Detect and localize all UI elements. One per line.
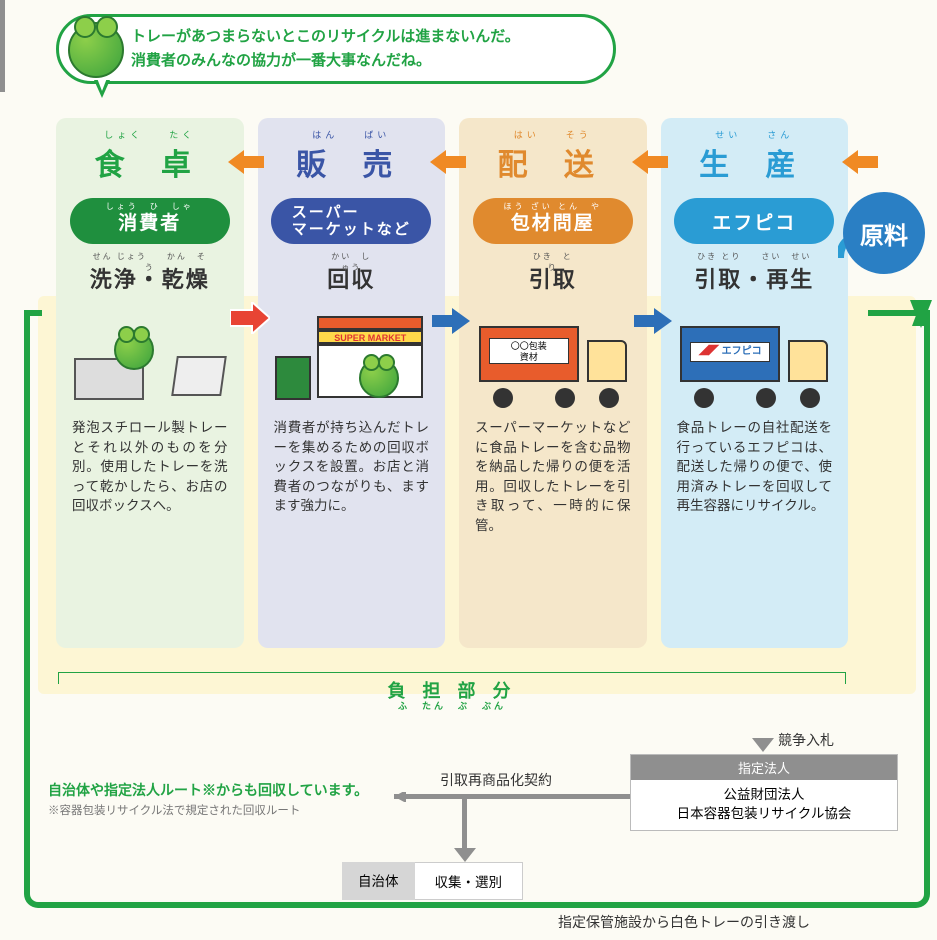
arrow-right-icon	[432, 308, 470, 334]
org-header: 指定法人	[631, 755, 897, 780]
step-label: ひき とり 引取	[529, 262, 577, 294]
col-sales: はん ばい 販 売 スーパー マーケットなど かい しゅう 回収 SUPER M…	[258, 118, 446, 648]
pill-ruby: しょう ひ しゃ	[106, 201, 194, 212]
stage-columns: しょく たく 食 卓 しょう ひ しゃ 消費者 せん じょう かん そう 洗浄・…	[56, 118, 848, 648]
arrow-right-red-icon	[230, 302, 270, 334]
arrow-left-icon	[632, 150, 668, 174]
bubble-tail	[94, 80, 110, 98]
title-text: 販 売	[296, 149, 406, 182]
illust-wash	[70, 310, 230, 406]
gray-connector	[394, 792, 630, 802]
arrow-left-icon	[430, 150, 466, 174]
title-text: 配 送	[498, 149, 608, 182]
step-label: せん じょう かん そう 洗浄・乾燥	[90, 262, 210, 294]
step-ruby: ひき とり さい せい	[694, 251, 814, 262]
bubble-text: トレーがあつまらないとこのリサイクルは進まないんだ。 消費者のみんなの協力が一番…	[131, 25, 520, 73]
col-title: しょく たく 食 卓	[95, 140, 205, 184]
step-text: 引取・再生	[694, 267, 814, 292]
bubble-line1: トレーがあつまらないとこのリサイクルは進まないんだ。	[131, 28, 520, 45]
frog-icon	[114, 330, 154, 370]
title-ruby: しょく たく	[95, 128, 205, 141]
circle-label: 原料	[860, 216, 908, 251]
gray-arrowhead-icon	[454, 848, 476, 862]
gray-connector	[0, 0, 5, 92]
note-line1: 自治体や指定法人ルート※からも回収しています。	[48, 780, 388, 800]
pill-text: エフピコ	[712, 208, 796, 235]
label-handover: 指定保管施設から白色トレーの引き渡し	[558, 912, 810, 932]
title-text: 生 産	[699, 149, 809, 182]
col-title: はん ばい 販 売	[296, 140, 406, 184]
green-loop-cap	[24, 310, 42, 316]
col-desc: 消費者が持ち込んだトレーを集めるための回収ボックスを設置。お店と消費者のつながり…	[266, 418, 438, 516]
pill-ruby: ほう ざい とん や	[504, 201, 602, 212]
frog-icon	[359, 358, 399, 398]
green-arrowhead-icon	[910, 300, 932, 328]
step-ruby: ひき とり	[529, 251, 577, 273]
bottom-note: 自治体や指定法人ルート※からも回収しています。 ※容器包装リサイクル法で規定され…	[48, 780, 388, 818]
note-line2: ※容器包装リサイクル法で規定された回収ルート	[48, 802, 388, 818]
illust-truck-blue: ◢◤ エフピコ	[674, 310, 834, 406]
org-line1: 公益財団法人	[724, 787, 805, 802]
pill-text: スーパー マーケットなど	[292, 204, 411, 239]
title-ruby: はん ばい	[296, 128, 406, 141]
actor-pill: スーパー マーケットなど	[271, 198, 431, 244]
truck-label: 〇〇包装	[511, 341, 547, 351]
gray-arrowhead-icon	[752, 738, 774, 752]
label-bid: 競争入札	[778, 730, 834, 750]
col-desc: 食品トレーの自社配送を行っているエフピコは、配送した帰りの便で、使用済みトレーを…	[669, 418, 841, 516]
raw-material-circle: 原料	[843, 192, 925, 274]
burden-ruby: ふ たん ぶ ぶん	[58, 699, 846, 712]
title-ruby: せい さん	[699, 128, 809, 141]
actor-pill: エフピコ	[674, 198, 834, 244]
col-dining: しょく たく 食 卓 しょう ひ しゃ 消費者 せん じょう かん そう 洗浄・…	[56, 118, 244, 648]
truck-label: エフピコ	[722, 346, 762, 357]
arrow-right-icon	[634, 308, 672, 334]
col-production: せい さん 生 産 エフピコ ひき とり さい せい 引取・再生 ◢◤ エフピコ…	[661, 118, 849, 648]
muni-box: 自治体 収集・選別	[342, 862, 523, 900]
frog-icon	[68, 22, 124, 78]
col-delivery: はい そう 配 送 ほう ざい とん や 包材問屋 ひき とり 引取 〇〇包装資…	[459, 118, 647, 648]
step-ruby: せん じょう かん そう	[90, 251, 210, 273]
title-ruby: はい そう	[498, 128, 608, 141]
muni-right: 収集・選別	[415, 862, 524, 900]
title-text: 食 卓	[95, 149, 205, 182]
step-label: かい しゅう 回収	[327, 262, 375, 294]
illust-truck-orange: 〇〇包装資材	[473, 310, 633, 406]
step-label: ひき とり さい せい 引取・再生	[694, 262, 814, 294]
muni-left: 自治体	[342, 862, 415, 900]
burden-bracket: 負 担 部 分 ふ たん ぶ ぶん	[58, 672, 846, 712]
arrow-left-icon	[228, 150, 264, 174]
gray-connector	[462, 796, 467, 852]
truck-label2: 資材	[520, 352, 538, 362]
actor-pill: しょう ひ しゃ 消費者	[70, 198, 230, 244]
actor-pill: ほう ざい とん や 包材問屋	[473, 198, 633, 244]
col-desc: スーパーマーケットなどに食品トレーを含む品物を納品した帰りの便を活用。回収したト…	[467, 418, 639, 535]
label-contract: 引取再商品化契約	[440, 770, 552, 790]
market-sign: SUPER MARKET	[317, 330, 423, 344]
arrow-left-icon	[842, 150, 878, 174]
burden-label: 負 担 部 分	[387, 681, 516, 701]
org-line2: 日本容器包装リサイクル協会	[677, 806, 852, 821]
col-title: はい そう 配 送	[498, 140, 608, 184]
bubble-line2: 消費者のみんなの協力が一番大事なんだね。	[131, 52, 431, 69]
org-body: 公益財団法人 日本容器包装リサイクル協会	[631, 780, 897, 830]
speech-bubble: トレーがあつまらないとこのリサイクルは進まないんだ。 消費者のみんなの協力が一番…	[56, 14, 616, 84]
org-box: 指定法人 公益財団法人 日本容器包装リサイクル協会	[630, 754, 898, 831]
col-title: せい さん 生 産	[699, 140, 809, 184]
illust-market: SUPER MARKET	[271, 310, 431, 406]
step-ruby: かい しゅう	[327, 251, 375, 273]
col-desc: 発泡スチロール製トレーとそれ以外のものを分別。使用したトレーを洗って乾かしたら、…	[64, 418, 236, 516]
